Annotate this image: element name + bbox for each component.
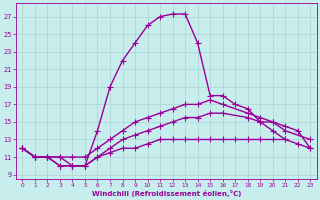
X-axis label: Windchill (Refroidissement éolien,°C): Windchill (Refroidissement éolien,°C)	[92, 190, 241, 197]
